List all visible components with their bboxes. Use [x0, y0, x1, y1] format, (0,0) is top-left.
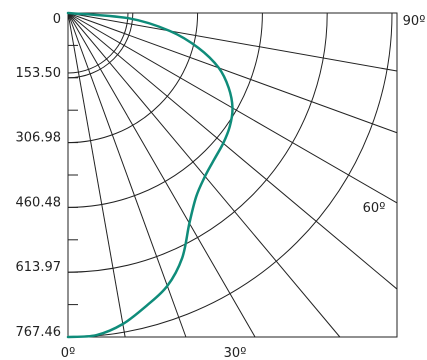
- radial-tick-label: 153.50: [16, 66, 62, 81]
- grid-spoke: [67, 12, 398, 72]
- grid-spoke: [67, 12, 341, 338]
- radial-tick-label: 460.48: [16, 195, 62, 210]
- grid-spoke: [67, 12, 398, 290]
- grid-arc: [68, 13, 393, 337]
- radial-tick-label: 767.46: [16, 325, 62, 340]
- grid-spoke: [67, 12, 256, 338]
- radial-tick-label: 0: [53, 12, 61, 27]
- grid-spoke: [67, 12, 126, 338]
- grid-arc: [68, 13, 263, 208]
- radial-tick-label: 613.97: [16, 260, 62, 275]
- labels-layer: 0 153.50 306.98 460.48 613.97 767.46 0º 30º 60º 9…: [16, 12, 426, 360]
- angle-label-90: 90º: [403, 14, 426, 29]
- curve-layer: [66, 11, 234, 339]
- angle-label-60: 60º: [363, 201, 386, 216]
- angle-label-0: 0º: [61, 346, 75, 360]
- series-curve: [66, 11, 234, 339]
- arc-group: [68, 13, 393, 337]
- radial-tick-label: 306.98: [16, 131, 62, 146]
- angle-label-30: 30º: [224, 346, 247, 360]
- grid-spoke: [67, 12, 398, 134]
- grid-layer: [67, 12, 398, 338]
- grid-spoke: [67, 12, 187, 338]
